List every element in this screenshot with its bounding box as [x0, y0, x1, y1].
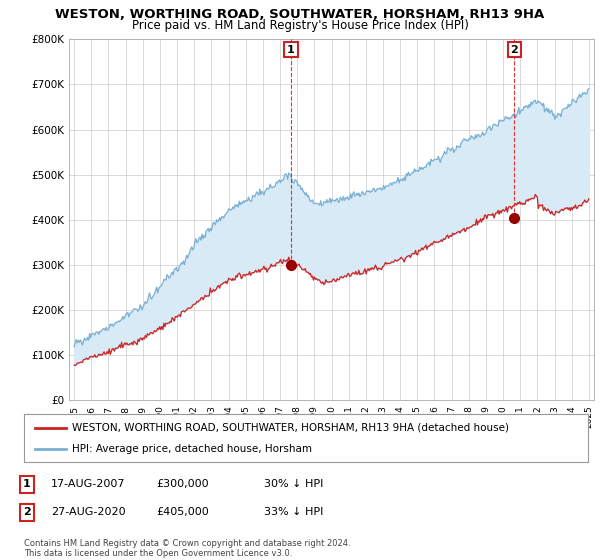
Text: WESTON, WORTHING ROAD, SOUTHWATER, HORSHAM, RH13 9HA: WESTON, WORTHING ROAD, SOUTHWATER, HORSH…	[55, 8, 545, 21]
Text: 30% ↓ HPI: 30% ↓ HPI	[264, 479, 323, 489]
Text: This data is licensed under the Open Government Licence v3.0.: This data is licensed under the Open Gov…	[24, 549, 292, 558]
Text: 2: 2	[511, 45, 518, 55]
Text: 17-AUG-2007: 17-AUG-2007	[51, 479, 125, 489]
Text: £300,000: £300,000	[156, 479, 209, 489]
Text: WESTON, WORTHING ROAD, SOUTHWATER, HORSHAM, RH13 9HA (detached house): WESTON, WORTHING ROAD, SOUTHWATER, HORSH…	[72, 423, 509, 433]
Text: 1: 1	[287, 45, 295, 55]
Text: Contains HM Land Registry data © Crown copyright and database right 2024.: Contains HM Land Registry data © Crown c…	[24, 539, 350, 548]
Text: 33% ↓ HPI: 33% ↓ HPI	[264, 507, 323, 517]
Text: 27-AUG-2020: 27-AUG-2020	[51, 507, 125, 517]
Text: 2: 2	[23, 507, 31, 517]
Text: HPI: Average price, detached house, Horsham: HPI: Average price, detached house, Hors…	[72, 444, 312, 454]
Text: Price paid vs. HM Land Registry's House Price Index (HPI): Price paid vs. HM Land Registry's House …	[131, 19, 469, 32]
Text: £405,000: £405,000	[156, 507, 209, 517]
Text: 1: 1	[23, 479, 31, 489]
